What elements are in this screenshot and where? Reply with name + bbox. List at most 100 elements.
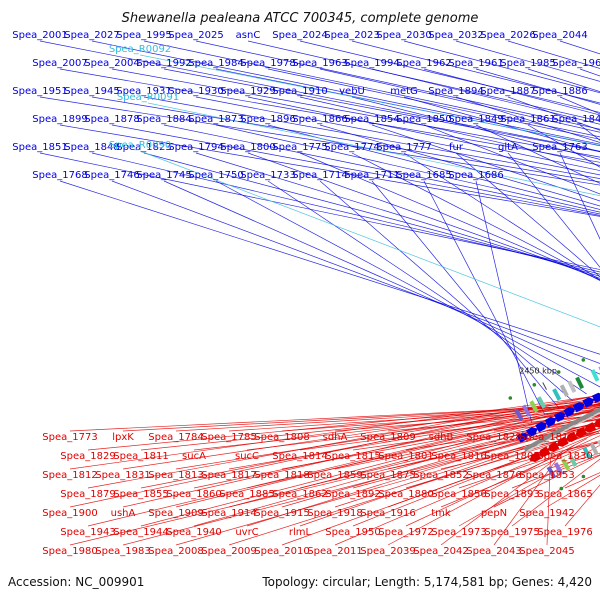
marker-dot xyxy=(508,396,513,400)
forward-gene-label: Spea_2023 xyxy=(324,30,379,41)
reverse-gene-label: Spea_1817 xyxy=(201,470,256,481)
reverse-gene-label: Spea_1828 xyxy=(466,432,521,443)
rna-gene-label: Spea_R0091 xyxy=(117,92,179,103)
forward-gene-label: Spea_2024 xyxy=(272,30,327,41)
label-connector xyxy=(228,408,600,508)
forward-gene-label: Spea_1774 xyxy=(324,142,379,153)
reverse-gene-label: Spea_1773 xyxy=(42,432,97,443)
label-connector xyxy=(91,40,600,145)
label-connector xyxy=(175,424,600,546)
cog-category-block xyxy=(553,462,564,475)
label-connector xyxy=(511,458,600,527)
forward-gene-label: fur xyxy=(449,142,464,153)
reverse-gene-arrow xyxy=(556,436,569,447)
forward-gene-arrow xyxy=(553,411,566,423)
forward-gene-label: Spea_1945 xyxy=(64,86,119,97)
forward-gene-label: Spea_2007 xyxy=(32,58,87,69)
reverse-gene-label: Spea_1810 xyxy=(519,432,574,443)
reverse-gene-arrow xyxy=(566,431,578,442)
forward-gene-label: asnC xyxy=(236,30,261,41)
label-connector xyxy=(440,430,600,470)
label-connector xyxy=(507,152,600,268)
forward-gene-label: Spea_1861 xyxy=(500,114,555,125)
label-connector xyxy=(493,440,600,470)
reverse-gene-label: Spea_1876 xyxy=(466,470,521,481)
label-connector xyxy=(475,68,600,105)
scale-tick-label: 2450 kbp xyxy=(519,367,557,376)
label-connector xyxy=(511,454,600,489)
label-connector xyxy=(193,403,600,489)
label-connector xyxy=(246,408,600,489)
label-connector xyxy=(193,403,600,451)
reverse-gene-label: pepN xyxy=(481,508,507,519)
label-connector xyxy=(319,180,573,402)
cog-category-block xyxy=(575,376,585,390)
label-connector xyxy=(319,68,600,133)
forward-gene-label: Spea_1873 xyxy=(188,114,243,125)
label-connector xyxy=(122,397,600,470)
reverse-gene-label: Spea_1916 xyxy=(360,508,415,519)
reverse-gene-label: rlmL xyxy=(289,527,312,538)
label-connector xyxy=(267,68,600,140)
label-connector xyxy=(267,124,600,210)
label-connector xyxy=(475,180,532,423)
label-connector xyxy=(39,152,600,270)
forward-gene-label: Spea_2025 xyxy=(168,30,223,41)
reverse-gene-arrow xyxy=(584,422,597,433)
cog-category-block xyxy=(559,384,569,397)
reverse-gene-label: Spea_2011 xyxy=(307,546,362,557)
label-connector xyxy=(423,124,600,195)
forward-gene-label: Spea_2004 xyxy=(84,58,139,69)
map-title: Shewanella pealeana ATCC 700345, complet… xyxy=(122,11,479,26)
forward-gene-label: Spea_1685 xyxy=(396,170,451,181)
label-connector xyxy=(228,405,600,432)
label-connector xyxy=(69,394,600,508)
reverse-gene-label: Spea_1942 xyxy=(519,508,574,519)
reverse-gene-label: Spea_2039 xyxy=(360,546,415,557)
forward-gene-label: Spea_1775 xyxy=(272,142,327,153)
forward-gene-label: Spea_1848 xyxy=(64,142,119,153)
reverse-gene-arrow xyxy=(538,446,551,457)
label-connector xyxy=(458,444,600,527)
reverse-gene-label: Spea_1801 xyxy=(378,451,433,462)
reverse-gene-label: Spea_2042 xyxy=(413,546,468,557)
label-connector xyxy=(39,40,600,152)
reverse-gene-label: Spea_1860 xyxy=(166,489,221,500)
forward-gene-label: Spea_2044 xyxy=(532,30,587,41)
forward-gene-label: Spea_1910 xyxy=(272,86,327,97)
marker-dot xyxy=(581,474,586,479)
label-connector xyxy=(87,394,600,489)
reverse-gene-label: Spea_1865 xyxy=(537,489,592,500)
reverse-gene-label: uvrC xyxy=(235,527,258,538)
reverse-gene-label: Spea_1914 xyxy=(201,508,256,519)
label-connector xyxy=(493,455,600,508)
label-connector xyxy=(440,441,600,508)
label-connector xyxy=(403,152,600,281)
reverse-marker-ring xyxy=(559,474,586,491)
forward-gene-label: Spea_1794 xyxy=(168,142,223,153)
label-connector xyxy=(267,180,587,395)
forward-gene-label: gltA xyxy=(498,142,518,153)
accession-text: Accession: NC_009901 xyxy=(8,575,144,589)
label-connector xyxy=(546,474,600,508)
forward-gene-label: Spea_1963 xyxy=(292,58,347,69)
forward-gene-label: Spea_1750 xyxy=(188,170,243,181)
forward-gene-label: Spea_2027 xyxy=(64,30,119,41)
reverse-gene-label: Spea_1880 xyxy=(378,489,433,500)
label-connector xyxy=(507,96,600,131)
forward-gene-label: Spea_1866 xyxy=(292,114,347,125)
label-connector xyxy=(111,68,600,158)
label-connector xyxy=(195,152,600,277)
label-connector xyxy=(351,96,600,160)
scale-tick-mark xyxy=(542,382,547,390)
label-connector xyxy=(403,40,600,94)
reverse-gene-label: tmk xyxy=(431,508,451,519)
label-connector xyxy=(527,124,600,168)
reverse-gene-label: Spea_2043 xyxy=(466,546,521,557)
reverse-gene-label: Spea_1943 xyxy=(60,527,115,538)
reverse-gene-label: Spea_1909 xyxy=(148,508,203,519)
reverse-cog-ring xyxy=(546,439,600,479)
forward-gene-label: Spea_2026 xyxy=(480,30,535,41)
label-connector xyxy=(193,411,600,527)
label-connector xyxy=(247,152,600,279)
